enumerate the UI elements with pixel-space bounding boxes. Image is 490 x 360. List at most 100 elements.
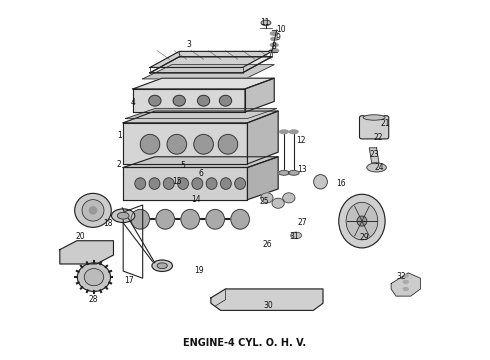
FancyBboxPatch shape	[360, 116, 389, 139]
Text: 32: 32	[396, 272, 406, 281]
Text: 9: 9	[276, 33, 281, 42]
Ellipse shape	[117, 212, 129, 219]
Ellipse shape	[314, 175, 327, 189]
Ellipse shape	[157, 263, 167, 269]
Ellipse shape	[156, 210, 174, 229]
Ellipse shape	[367, 163, 386, 172]
Ellipse shape	[403, 288, 408, 291]
Polygon shape	[369, 148, 379, 163]
Text: 29: 29	[360, 233, 369, 242]
Text: 15: 15	[172, 177, 182, 186]
Ellipse shape	[403, 274, 408, 277]
Ellipse shape	[283, 193, 295, 203]
Ellipse shape	[261, 20, 271, 26]
Ellipse shape	[181, 210, 199, 229]
Ellipse shape	[164, 178, 174, 189]
Polygon shape	[123, 157, 278, 167]
Text: 24: 24	[374, 163, 384, 172]
Text: 4: 4	[130, 98, 135, 107]
Ellipse shape	[288, 171, 299, 175]
Ellipse shape	[270, 43, 278, 47]
Text: 16: 16	[337, 179, 346, 188]
Ellipse shape	[363, 115, 385, 120]
Text: 25: 25	[260, 197, 270, 206]
Text: 22: 22	[373, 133, 383, 142]
Ellipse shape	[84, 269, 104, 286]
Ellipse shape	[112, 209, 135, 222]
Polygon shape	[391, 273, 420, 296]
Ellipse shape	[271, 37, 278, 40]
Ellipse shape	[82, 200, 104, 221]
Ellipse shape	[220, 178, 231, 189]
Polygon shape	[143, 64, 274, 79]
Text: 1: 1	[117, 131, 122, 140]
Ellipse shape	[140, 134, 160, 154]
Ellipse shape	[279, 171, 289, 175]
Ellipse shape	[289, 130, 298, 134]
Polygon shape	[211, 289, 323, 310]
Text: ENGINE-4 CYL. O. H. V.: ENGINE-4 CYL. O. H. V.	[183, 338, 307, 347]
Ellipse shape	[206, 178, 217, 189]
Ellipse shape	[89, 207, 97, 214]
Ellipse shape	[270, 32, 278, 35]
Ellipse shape	[346, 202, 378, 240]
Ellipse shape	[280, 130, 288, 134]
Ellipse shape	[231, 210, 249, 229]
Polygon shape	[245, 78, 274, 112]
Text: 27: 27	[298, 219, 307, 228]
Polygon shape	[150, 51, 272, 67]
Text: 7: 7	[267, 50, 272, 59]
Text: 6: 6	[199, 169, 203, 178]
Ellipse shape	[220, 95, 232, 106]
Polygon shape	[247, 157, 278, 200]
Text: 30: 30	[264, 301, 273, 310]
Text: 19: 19	[194, 266, 203, 275]
Polygon shape	[150, 57, 272, 73]
Text: 5: 5	[180, 161, 185, 170]
Polygon shape	[125, 109, 277, 118]
Text: 31: 31	[289, 231, 298, 240]
Text: 28: 28	[88, 295, 98, 304]
Ellipse shape	[192, 178, 203, 189]
Text: 14: 14	[192, 195, 201, 204]
Ellipse shape	[74, 193, 111, 227]
Ellipse shape	[149, 95, 161, 106]
Ellipse shape	[357, 216, 367, 226]
Text: 26: 26	[262, 240, 272, 249]
Polygon shape	[133, 78, 274, 89]
Ellipse shape	[339, 194, 385, 248]
Polygon shape	[123, 123, 247, 164]
Ellipse shape	[218, 134, 238, 154]
Text: 23: 23	[369, 150, 379, 159]
Ellipse shape	[261, 193, 273, 203]
Ellipse shape	[131, 210, 149, 229]
Text: 18: 18	[103, 219, 112, 228]
Ellipse shape	[272, 198, 284, 208]
Polygon shape	[123, 167, 247, 200]
Ellipse shape	[270, 49, 279, 53]
Polygon shape	[123, 111, 278, 123]
Ellipse shape	[194, 134, 213, 154]
Ellipse shape	[167, 134, 187, 154]
Text: 20: 20	[75, 232, 85, 241]
Ellipse shape	[291, 232, 301, 239]
Ellipse shape	[178, 178, 189, 189]
Ellipse shape	[197, 95, 210, 106]
Ellipse shape	[152, 260, 172, 271]
Ellipse shape	[77, 263, 111, 292]
Text: 17: 17	[124, 276, 134, 285]
Text: 8: 8	[272, 41, 277, 50]
Ellipse shape	[403, 280, 408, 283]
Ellipse shape	[235, 178, 245, 189]
Text: 13: 13	[298, 165, 307, 174]
Polygon shape	[247, 111, 278, 164]
Text: 2: 2	[117, 160, 122, 169]
Polygon shape	[60, 241, 114, 264]
Text: 12: 12	[296, 136, 306, 145]
Ellipse shape	[135, 178, 146, 189]
Text: 10: 10	[276, 26, 285, 35]
Text: 3: 3	[187, 40, 192, 49]
Ellipse shape	[149, 178, 160, 189]
Ellipse shape	[206, 210, 224, 229]
Polygon shape	[133, 89, 245, 112]
